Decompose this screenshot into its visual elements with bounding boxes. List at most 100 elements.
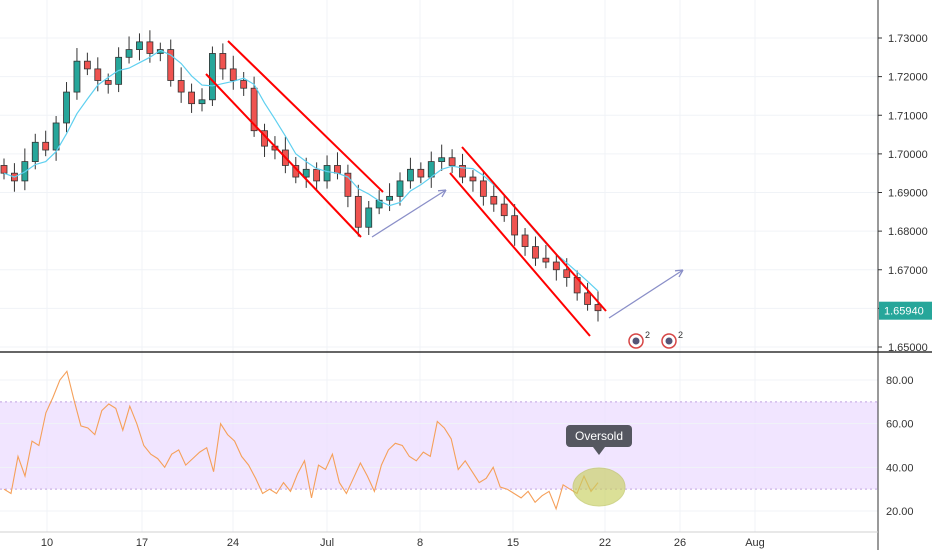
projection-arrow-head[interactable] bbox=[437, 189, 447, 198]
rsi-tick-label: 80.00 bbox=[886, 375, 914, 387]
candle bbox=[250, 76, 258, 137]
candle-body bbox=[313, 168, 321, 182]
candle bbox=[83, 52, 91, 76]
price-tick-label: 1.73000 bbox=[888, 33, 928, 45]
candle bbox=[594, 291, 602, 322]
projection-arrow[interactable] bbox=[608, 269, 684, 319]
candle bbox=[42, 130, 50, 157]
candle bbox=[584, 282, 591, 311]
channel-1-line[interactable] bbox=[205, 73, 362, 238]
time-tick-label: 15 bbox=[507, 537, 519, 549]
rsi-line bbox=[3, 370, 599, 511]
candle bbox=[219, 43, 227, 80]
candle-body bbox=[459, 165, 466, 178]
candle-body bbox=[250, 87, 258, 132]
price-tick-label: 1.72000 bbox=[888, 72, 928, 84]
candle bbox=[500, 195, 508, 222]
oversold-highlight[interactable] bbox=[572, 467, 626, 507]
candle bbox=[552, 253, 560, 281]
candle bbox=[542, 245, 550, 269]
candle-body bbox=[83, 60, 91, 70]
projection-arrow-head[interactable] bbox=[674, 269, 684, 278]
oversold-tooltip-pointer bbox=[593, 447, 605, 455]
candle-body bbox=[479, 180, 487, 197]
candle-body bbox=[438, 157, 446, 163]
time-tick-label: 17 bbox=[136, 537, 148, 549]
candle bbox=[167, 39, 175, 87]
candle bbox=[448, 149, 456, 174]
event-badge-inner bbox=[665, 337, 673, 345]
candle-body bbox=[209, 53, 216, 101]
candle bbox=[313, 162, 321, 191]
candle-body bbox=[198, 99, 206, 105]
candle-body bbox=[136, 41, 143, 50]
candle bbox=[375, 190, 383, 215]
candle-body bbox=[500, 203, 508, 217]
oversold-label: Oversold bbox=[575, 429, 623, 443]
candle bbox=[188, 83, 195, 113]
last-price-tag[interactable] bbox=[879, 301, 932, 320]
candle-body bbox=[0, 165, 8, 174]
candle-body bbox=[490, 195, 498, 205]
time-tick-label: 22 bbox=[599, 537, 611, 549]
candle-body bbox=[532, 246, 539, 259]
oversold-tooltip[interactable] bbox=[566, 425, 632, 447]
channel-1-line[interactable] bbox=[227, 40, 384, 193]
candle-body bbox=[31, 141, 39, 163]
candle bbox=[479, 170, 487, 206]
candle bbox=[240, 71, 248, 96]
price-tick-label: 1.68000 bbox=[888, 226, 928, 238]
candle bbox=[396, 172, 404, 206]
candle-body bbox=[365, 207, 373, 228]
time-tick-label: Jul bbox=[320, 537, 334, 549]
rsi-pane[interactable] bbox=[0, 370, 878, 512]
candle-body bbox=[407, 168, 414, 182]
candle bbox=[386, 183, 393, 212]
candle-body bbox=[511, 215, 519, 236]
last-price-label: 1.65940 bbox=[884, 306, 924, 318]
candle-body bbox=[469, 176, 477, 182]
candle bbox=[31, 133, 39, 170]
drawing-overlays[interactable]: 2 2 Oversold bbox=[205, 40, 684, 507]
candle-body bbox=[334, 165, 341, 174]
candle-body bbox=[521, 234, 529, 247]
candle bbox=[302, 157, 310, 188]
candle-body bbox=[52, 122, 60, 151]
time-tick-label: 10 bbox=[41, 537, 53, 549]
time-tick-label: 8 bbox=[417, 537, 423, 549]
candle-body bbox=[563, 269, 571, 278]
candle bbox=[63, 82, 70, 133]
candle-body bbox=[552, 261, 560, 271]
candle bbox=[344, 164, 352, 208]
projection-arrow[interactable] bbox=[371, 189, 447, 238]
time-tick-label: 24 bbox=[227, 537, 239, 549]
price-tick-label: 1.65000 bbox=[888, 342, 928, 354]
event-badge-inner bbox=[632, 337, 640, 345]
event-badge-count: 2 bbox=[678, 330, 683, 340]
candle bbox=[136, 33, 143, 61]
candle bbox=[73, 48, 81, 100]
candle-body bbox=[344, 172, 352, 197]
candle-body bbox=[386, 195, 393, 201]
candle-body bbox=[396, 180, 404, 197]
channel-2-line[interactable] bbox=[449, 172, 591, 337]
channel-2-line[interactable] bbox=[461, 146, 607, 312]
candle bbox=[229, 55, 237, 90]
event-badge-count: 2 bbox=[645, 330, 650, 340]
candle bbox=[490, 183, 498, 212]
candle bbox=[0, 158, 8, 180]
time-tick-label: Aug bbox=[745, 537, 765, 549]
rsi-tick-label: 20.00 bbox=[886, 506, 914, 518]
price-tick-label: 1.69000 bbox=[888, 188, 928, 200]
candle-body bbox=[167, 49, 175, 81]
price-tick-label: 1.67000 bbox=[888, 265, 928, 277]
candle bbox=[52, 116, 60, 161]
candle-body bbox=[42, 141, 50, 151]
candle bbox=[177, 67, 185, 103]
candle-body bbox=[417, 168, 425, 178]
candle bbox=[511, 204, 519, 246]
candle-body bbox=[219, 53, 227, 70]
